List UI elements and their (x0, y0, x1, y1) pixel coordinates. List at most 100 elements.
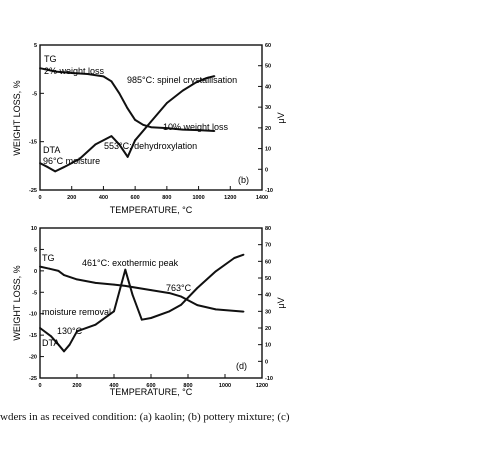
data-point-dta (196, 287, 199, 289)
chart-annotation: 2% weight loss (44, 66, 105, 76)
data-point-tg (113, 283, 115, 286)
chart-panel-1: 0 200 400 600 800 1000 1200 14005-5-15-25605040… (12, 43, 286, 215)
data-point-tg (181, 128, 184, 131)
y-right-tick-label: 70 (265, 243, 271, 249)
x-tick-label: 1200 (256, 383, 268, 389)
data-point-tg (196, 304, 199, 306)
data-point-dta (214, 270, 217, 273)
data-point-dta (113, 310, 115, 313)
chart-annotation: 461°C: exothermic peak (82, 258, 179, 268)
data-point-dta (110, 135, 113, 138)
x-tick-label: 1000 (219, 383, 231, 389)
data-point-dta (205, 77, 208, 79)
data-point-tg (166, 127, 168, 129)
data-point-dta (39, 162, 41, 165)
plot-frame (39, 44, 263, 191)
x-tick-label: 800 (183, 383, 192, 389)
data-point-tg (124, 285, 127, 287)
data-point-dta (124, 268, 127, 271)
y-left-tick-label: 10 (31, 226, 37, 232)
plot-frame (39, 227, 263, 379)
data-point-dta (47, 166, 49, 169)
data-point-tg (150, 289, 152, 291)
chart-annotation: DTA (43, 145, 60, 155)
y-right-tick-label: 30 (265, 105, 271, 111)
data-point-tg (55, 70, 57, 73)
y-right-tick-label: 0 (265, 167, 268, 173)
y-right-tick-label: 20 (265, 126, 271, 132)
chart-annotation: 130°C (57, 326, 83, 336)
chart-annotation: moisture removal (42, 307, 111, 317)
chart-annotation: 10% weight loss (163, 122, 229, 132)
chart-annotation: 553°C: dehydroxylation (104, 141, 197, 151)
y-right-tick-label: 10 (265, 147, 271, 153)
y-left-tick-label: -10 (29, 312, 37, 318)
data-point-tg (76, 278, 78, 281)
chart-annotation: TG (42, 253, 55, 263)
data-point-dta (126, 156, 129, 158)
data-point-dta (94, 143, 97, 146)
data-point-tg (48, 267, 51, 270)
figure-caption: wders in as received condition: (a) kaol… (0, 411, 290, 423)
data-point-dta (118, 143, 121, 146)
panel-label: (d) (236, 361, 247, 371)
data-point-tg (213, 130, 216, 132)
x-axis-label: TEMPERATURE, °C (110, 387, 193, 397)
data-point-tg (70, 72, 73, 74)
y-left-tick-label: -5 (32, 91, 37, 97)
data-point-dta (63, 350, 65, 353)
data-point-tg (168, 292, 171, 294)
y-left-tick-label: -25 (29, 188, 37, 194)
y-right-tick-label: 50 (265, 276, 271, 282)
chart-annotation: DTA (42, 338, 59, 348)
y-right-tick-label: 60 (265, 259, 271, 265)
y-right-tick-label: 20 (265, 326, 271, 332)
data-point-dta (233, 257, 236, 259)
x-tick-label: 600 (146, 383, 155, 389)
data-point-dta (195, 81, 198, 84)
data-point-dta (168, 310, 171, 313)
data-point-tg (86, 73, 89, 75)
data-point-tg (63, 274, 65, 276)
y-right-tick-label: -10 (265, 188, 273, 194)
y-right-tick-label: -10 (265, 376, 273, 382)
data-point-tg (110, 80, 113, 83)
y-right-tick-label: 60 (265, 43, 271, 49)
data-point-dta (57, 343, 60, 346)
series-line-tg (39, 265, 244, 313)
data-point-tg (118, 92, 121, 95)
y-left-tick-label: -15 (29, 140, 37, 146)
y-left-tick-label: -5 (32, 290, 37, 296)
x-tick-label: 600 (131, 195, 140, 201)
x-tick-label: 1200 (224, 195, 236, 201)
data-point-dta (166, 102, 168, 104)
data-point-dta (242, 253, 245, 256)
data-point-tg (39, 67, 41, 70)
data-point-tg (142, 123, 145, 126)
x-tick-label: 0 (38, 383, 41, 389)
data-point-dta (150, 120, 152, 123)
data-point-tg (126, 106, 129, 109)
data-point-tg (150, 126, 152, 129)
y-right-tick-label: 50 (265, 64, 271, 70)
data-point-tg (57, 270, 60, 272)
x-tick-label: 400 (109, 383, 118, 389)
y-axis-label-right: μV (276, 297, 286, 308)
y-left-tick-label: -25 (29, 376, 37, 382)
data-point-dta (62, 166, 65, 169)
data-point-dta (180, 303, 183, 306)
chart-annotation: 763°C (166, 283, 192, 293)
chart-annotation: TG (44, 54, 57, 64)
data-point-dta (39, 327, 41, 329)
data-point-tg (242, 310, 245, 313)
x-tick-label: 0 (38, 195, 41, 201)
data-point-dta (150, 317, 152, 319)
x-tick-label: 400 (99, 195, 108, 201)
series-line-dta (39, 75, 215, 173)
data-point-tg (39, 265, 41, 268)
chart-panel-2: 0 200 400 600 800 1000 12001050-5-10-15-20-258… (12, 226, 286, 397)
data-point-tg (214, 308, 217, 311)
x-tick-label: 200 (72, 383, 81, 389)
y-left-tick-label: -20 (29, 355, 37, 361)
